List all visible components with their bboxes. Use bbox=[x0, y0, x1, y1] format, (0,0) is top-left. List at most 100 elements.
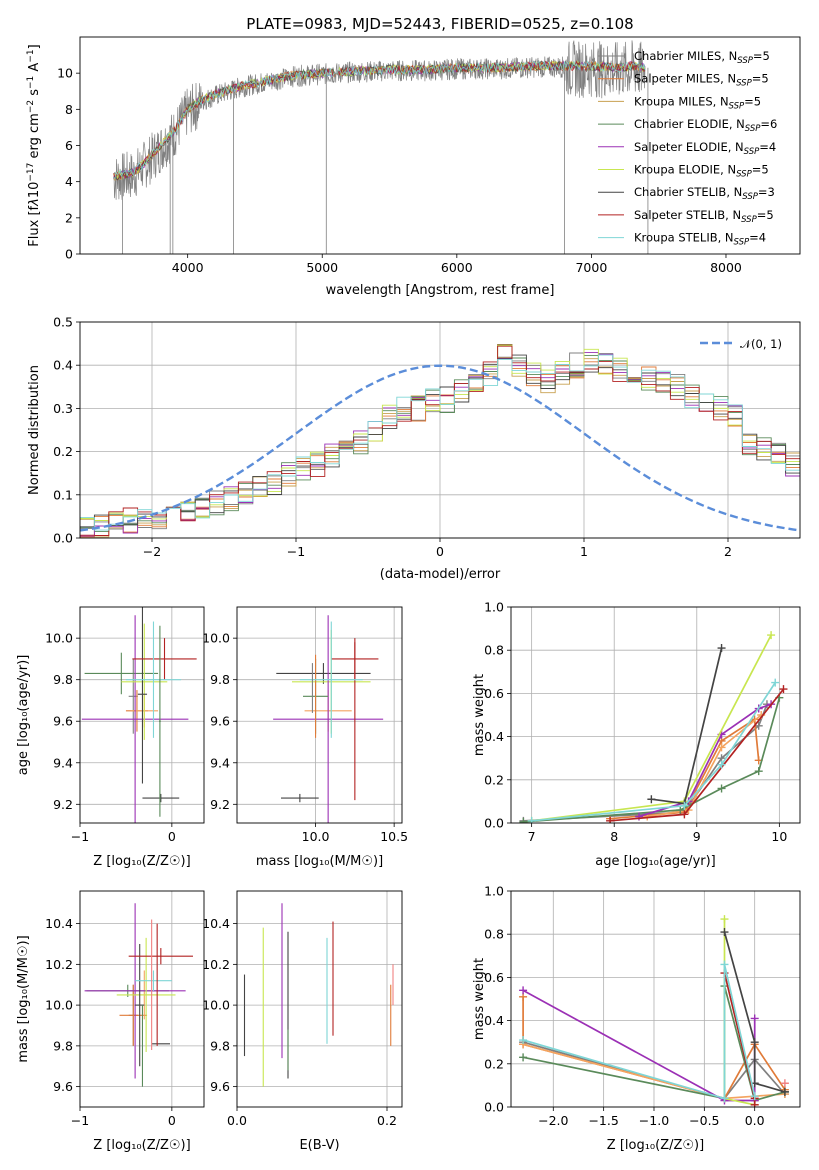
y-tick-label: 6 bbox=[65, 138, 73, 153]
weight-line-0 bbox=[522, 1041, 786, 1100]
x-tick-label: 9 bbox=[693, 829, 701, 844]
x-tick-label: 6000 bbox=[441, 260, 473, 275]
legend-label: Chabrier STELIB, NSSP=3 bbox=[634, 185, 775, 202]
weight-marker bbox=[680, 810, 689, 819]
y-tick-label: 0.1 bbox=[53, 487, 73, 502]
weight-marker bbox=[717, 784, 726, 793]
spectrum-traces bbox=[113, 40, 649, 254]
y-tick-label: 0.2 bbox=[53, 444, 73, 459]
legend-label: Salpeter STELIB, NSSP=5 bbox=[634, 208, 774, 225]
x-tick-label: 5000 bbox=[306, 260, 338, 275]
y-tick-label: 9.2 bbox=[210, 797, 230, 812]
y-tick-label: 0.6 bbox=[484, 970, 504, 985]
x-axis-label: Z [log₁₀(Z/Z☉)] bbox=[607, 1138, 704, 1153]
y-tick-label: 0.3 bbox=[53, 401, 73, 416]
legend-label: Chabrier MILES, NSSP=5 bbox=[634, 49, 770, 66]
x-tick-label: −2.0 bbox=[538, 1113, 568, 1128]
y-axis-label: mass weight bbox=[472, 958, 487, 1040]
x-tick-label: 0.2 bbox=[377, 1113, 397, 1128]
histograms bbox=[80, 344, 800, 538]
weight-series bbox=[519, 915, 789, 1107]
y-tick-label: 1.0 bbox=[484, 600, 504, 615]
normal-curve bbox=[80, 364, 800, 532]
x-tick-label: 10.5 bbox=[380, 829, 408, 844]
y-tick-label: 9.8 bbox=[53, 1038, 73, 1053]
model-spectrum-7 bbox=[113, 60, 646, 180]
errorbars bbox=[81, 607, 197, 823]
panel-mass_vs_z: −1 0 9.6 9.8 10.0 10.2 10.4 Z [log₁₀(Z/Z☉)] mass… bbox=[16, 890, 205, 1153]
weight-marker bbox=[750, 1014, 759, 1023]
legend: Chabrier MILES, NSSP=5 Salpeter MILES, NS… bbox=[598, 49, 777, 248]
y-tick-label: 4 bbox=[65, 174, 73, 189]
x-axis-label: E(B-V) bbox=[299, 1138, 339, 1153]
y-tick-label: 0.6 bbox=[484, 686, 504, 701]
y-tick-label: 10.2 bbox=[45, 957, 73, 972]
y-tick-label: 9.6 bbox=[53, 714, 73, 729]
y-tick-label: 1.0 bbox=[484, 884, 504, 899]
x-tick-label: 8 bbox=[610, 829, 618, 844]
weight-marker bbox=[717, 644, 726, 653]
axes-frame bbox=[79, 890, 205, 1108]
histogram-series-6 bbox=[80, 354, 800, 528]
x-tick-label: −2 bbox=[143, 544, 161, 559]
y-tick-label: 9.2 bbox=[53, 797, 73, 812]
weight-line-5 bbox=[531, 634, 772, 822]
y-tick-label: 9.8 bbox=[210, 672, 230, 687]
x-tick-label: 0.0 bbox=[745, 1113, 765, 1128]
x-tick-label: 0 bbox=[168, 829, 176, 844]
x-tick-label: −1 bbox=[287, 544, 305, 559]
x-tick-label: 4000 bbox=[172, 260, 204, 275]
y-tick-label: 9.6 bbox=[210, 1079, 230, 1094]
y-tick-label: 10.4 bbox=[202, 916, 230, 931]
weight-marker bbox=[519, 986, 528, 995]
weight-marker bbox=[780, 1087, 789, 1096]
legend-label: Chabrier ELODIE, NSSP=6 bbox=[634, 117, 777, 134]
axes-frame bbox=[236, 606, 403, 824]
y-tick-label: 0 bbox=[65, 247, 73, 262]
legend-label: Kroupa STELIB, NSSP=4 bbox=[634, 231, 766, 248]
y-tick-label: 10.0 bbox=[202, 998, 230, 1013]
x-axis-label: Z [log₁₀(Z/Z☉)] bbox=[93, 854, 190, 869]
x-tick-label: 7000 bbox=[575, 260, 607, 275]
y-tick-label: 0.8 bbox=[484, 643, 504, 658]
weight-marker bbox=[720, 928, 729, 937]
weight-marker bbox=[754, 767, 763, 776]
y-tick-label: 0.0 bbox=[484, 1100, 504, 1115]
model-spectrum-8 bbox=[113, 60, 646, 180]
weight-marker bbox=[771, 678, 780, 687]
weight-line-3 bbox=[523, 697, 781, 823]
y-tick-label: 0.4 bbox=[484, 1013, 504, 1028]
weight-marker bbox=[750, 1038, 759, 1047]
figure-title: PLATE=0983, MJD=52443, FIBERID=0525, z=0… bbox=[246, 15, 633, 33]
histogram-series-7 bbox=[80, 345, 800, 536]
x-tick-label: −0.5 bbox=[689, 1113, 719, 1128]
axes-frame bbox=[510, 606, 801, 824]
panel-residuals: −2 −1 0 1 2 0.0 0.1 0.2 0.3 0.4 0.5 𝒩(0, 1) (data-mo… bbox=[27, 315, 801, 582]
x-tick-label: 8000 bbox=[710, 260, 742, 275]
x-tick-label: 1 bbox=[580, 544, 588, 559]
x-tick-label: −1.0 bbox=[639, 1113, 669, 1128]
x-tick-label: 0.0 bbox=[227, 1113, 247, 1128]
y-tick-label: 0.2 bbox=[484, 772, 504, 787]
y-tick-label: 0.8 bbox=[484, 927, 504, 942]
y-axis-label: mass weight bbox=[472, 674, 487, 756]
weight-marker bbox=[780, 1079, 789, 1088]
legend-label: Kroupa MILES, NSSP=5 bbox=[634, 94, 761, 111]
y-tick-label: 9.4 bbox=[53, 755, 73, 770]
legend-label: 𝒩(0, 1) bbox=[740, 337, 782, 351]
x-axis-label: wavelength [Angstrom, rest frame] bbox=[326, 283, 555, 298]
x-tick-label: −1.5 bbox=[588, 1113, 618, 1128]
weight-marker bbox=[680, 801, 689, 810]
weight-line-2 bbox=[647, 714, 762, 818]
y-axis-label: Normed distribution bbox=[27, 365, 42, 495]
x-tick-label: 0 bbox=[436, 544, 444, 559]
weight-marker bbox=[606, 816, 615, 823]
x-axis-label: mass [log₁₀(M/M☉)] bbox=[256, 854, 383, 869]
x-tick-label: 10.0 bbox=[302, 829, 330, 844]
y-tick-label: 10.0 bbox=[45, 631, 73, 646]
panel-weight_vs_age: 7 8 9 10 0.0 0.2 0.4 0.6 0.8 1.0 age [log₁₀(age/yr… bbox=[472, 600, 801, 869]
y-tick-label: 0.4 bbox=[53, 358, 73, 373]
x-tick-label: 0 bbox=[168, 1113, 176, 1128]
